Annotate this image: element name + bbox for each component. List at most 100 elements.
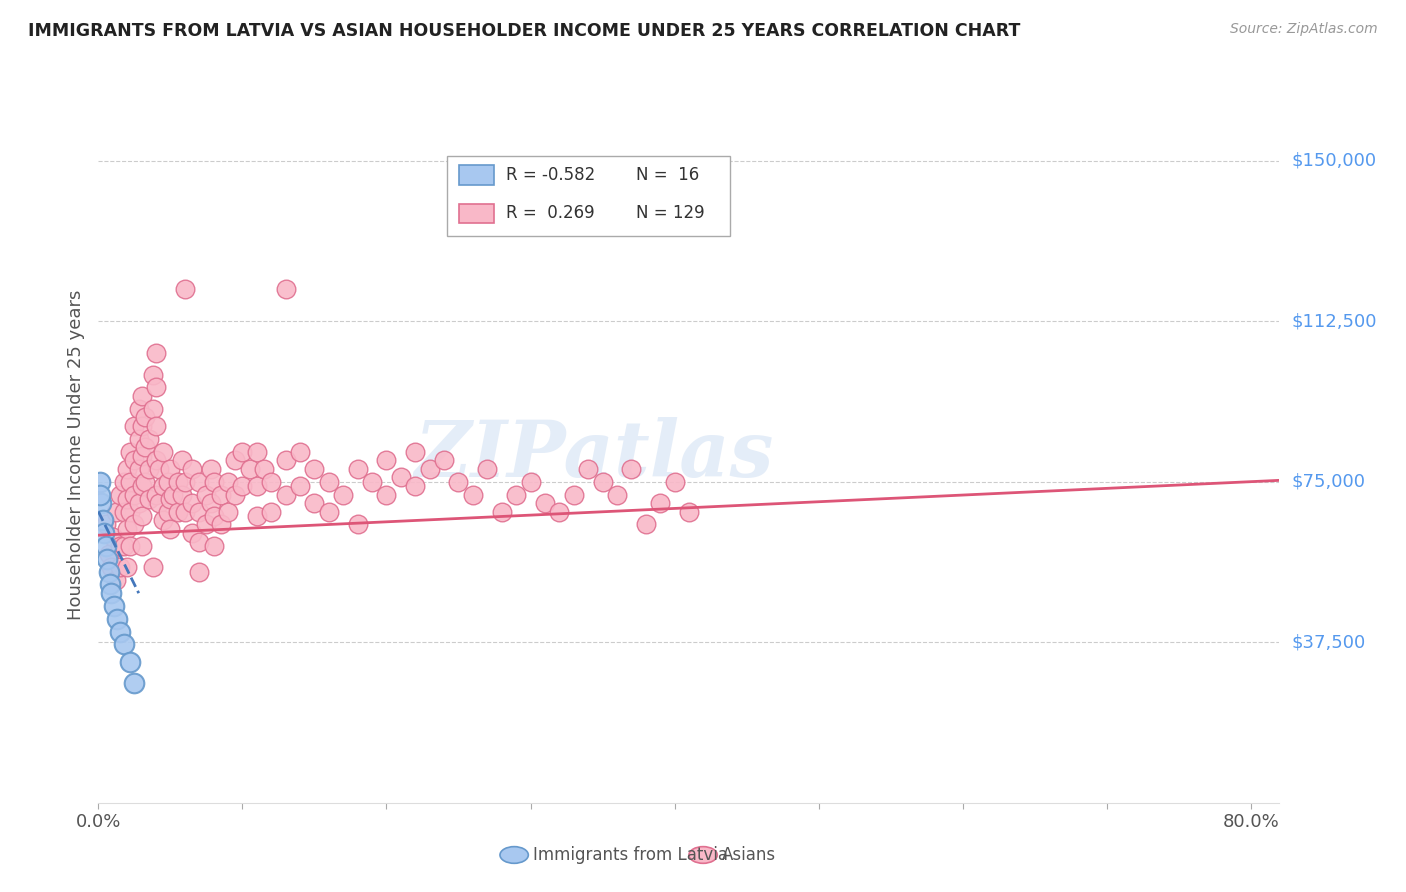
Point	[650, 496, 672, 510]
Point	[156, 505, 179, 519]
Point	[375, 453, 398, 467]
Point	[108, 560, 131, 574]
Point	[148, 462, 170, 476]
Point	[138, 462, 160, 476]
Point	[505, 487, 527, 501]
Point	[304, 496, 326, 510]
Point	[346, 517, 368, 532]
Point	[678, 505, 700, 519]
Point	[195, 487, 218, 501]
Circle shape	[689, 847, 717, 863]
Point	[138, 432, 160, 446]
Point	[173, 282, 195, 296]
Point	[120, 444, 142, 458]
Point	[124, 676, 146, 690]
Point	[131, 539, 153, 553]
Point	[332, 487, 354, 501]
Point	[477, 462, 499, 476]
Point	[200, 496, 222, 510]
Point	[634, 517, 657, 532]
Point	[108, 487, 131, 501]
Point	[209, 487, 232, 501]
Point	[112, 505, 135, 519]
Point	[461, 487, 484, 501]
Point	[91, 513, 114, 527]
Bar	[458, 203, 494, 223]
Point	[142, 368, 165, 382]
Point	[145, 380, 167, 394]
Point	[124, 453, 146, 467]
Point	[162, 487, 184, 501]
Text: Immigrants from Latvia: Immigrants from Latvia	[533, 846, 728, 864]
Point	[304, 462, 326, 476]
Point	[138, 491, 160, 506]
Point	[159, 491, 181, 506]
Point	[131, 419, 153, 434]
Text: $75,000: $75,000	[1291, 473, 1365, 491]
Point	[404, 444, 426, 458]
Point	[142, 401, 165, 416]
Text: IMMIGRANTS FROM LATVIA VS ASIAN HOUSEHOLDER INCOME UNDER 25 YEARS CORRELATION CH: IMMIGRANTS FROM LATVIA VS ASIAN HOUSEHOL…	[28, 22, 1021, 40]
Point	[195, 517, 218, 532]
Point	[131, 449, 153, 463]
Point	[93, 526, 115, 541]
Point	[173, 475, 195, 489]
Text: $112,500: $112,500	[1291, 312, 1376, 330]
Point	[152, 479, 174, 493]
Point	[389, 470, 412, 484]
Point	[94, 539, 117, 553]
Point	[253, 462, 276, 476]
Point	[128, 401, 150, 416]
Point	[120, 475, 142, 489]
Point	[181, 496, 204, 510]
Point	[134, 410, 156, 425]
Point	[260, 475, 283, 489]
Point	[519, 475, 541, 489]
Point	[97, 565, 120, 579]
Point	[120, 655, 142, 669]
Y-axis label: Householder Income Under 25 years: Householder Income Under 25 years	[66, 290, 84, 620]
Point	[145, 487, 167, 501]
Point	[188, 565, 211, 579]
Point	[145, 419, 167, 434]
Point	[94, 517, 117, 532]
Point	[124, 487, 146, 501]
Text: ZIPatlas: ZIPatlas	[415, 417, 775, 493]
Point	[173, 505, 195, 519]
Point	[447, 475, 470, 489]
Point	[115, 522, 138, 536]
Point	[246, 508, 269, 523]
Point	[104, 573, 127, 587]
Point	[104, 505, 127, 519]
Point	[100, 586, 122, 600]
Circle shape	[501, 847, 529, 863]
Point	[134, 475, 156, 489]
Point	[152, 444, 174, 458]
Point	[620, 462, 643, 476]
Point	[576, 462, 599, 476]
Point	[170, 487, 193, 501]
Point	[89, 475, 111, 489]
Text: $37,500: $37,500	[1291, 633, 1365, 651]
Point	[159, 462, 181, 476]
Point	[209, 517, 232, 532]
Point	[274, 487, 297, 501]
Point	[288, 479, 311, 493]
Point	[89, 487, 111, 501]
Point	[128, 462, 150, 476]
Point	[112, 475, 135, 489]
Point	[200, 462, 222, 476]
Point	[131, 508, 153, 523]
Bar	[458, 166, 494, 185]
Point	[188, 534, 211, 549]
Point	[166, 505, 188, 519]
Point	[592, 475, 614, 489]
Point	[115, 462, 138, 476]
Point	[108, 624, 131, 639]
Text: $150,000: $150,000	[1291, 152, 1376, 169]
Point	[112, 637, 135, 651]
Point	[274, 453, 297, 467]
Point	[404, 479, 426, 493]
Point	[202, 508, 225, 523]
Point	[112, 539, 135, 553]
